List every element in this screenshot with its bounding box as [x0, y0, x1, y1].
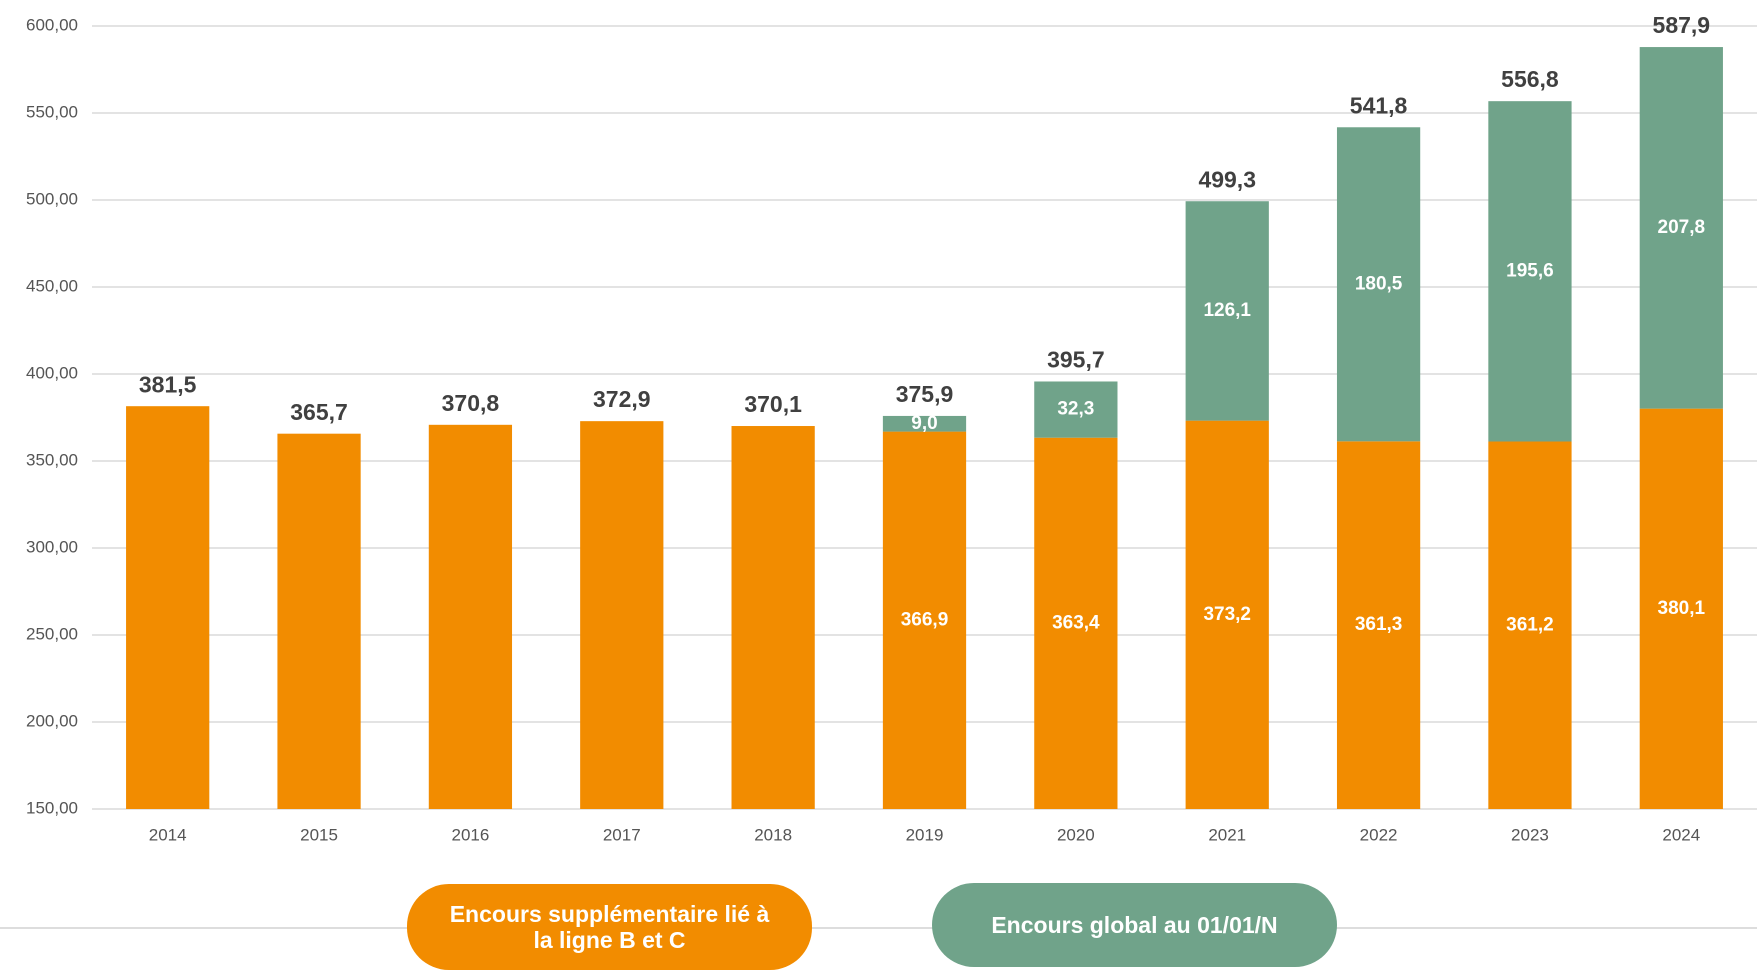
total-label: 372,9: [593, 386, 651, 412]
y-tick-label: 500,00: [26, 189, 78, 208]
bar-segment: [1488, 101, 1572, 442]
x-tick-label: 2023: [1511, 825, 1549, 844]
x-tick-label: 2020: [1057, 825, 1095, 844]
y-tick-label: 450,00: [26, 276, 78, 295]
value-label: 366,9: [901, 609, 949, 630]
bar-segment: [1336, 127, 1421, 442]
value-label: 195,6: [1506, 260, 1554, 281]
value-label: 361,3: [1355, 614, 1403, 635]
y-tick-label: 550,00: [26, 102, 78, 121]
y-tick-label: 600,00: [26, 15, 78, 34]
total-label: 587,9: [1653, 12, 1711, 38]
bar-segment: [1639, 47, 1723, 409]
total-label: 370,1: [744, 391, 802, 417]
y-tick-label: 400,00: [26, 363, 78, 382]
x-tick-label: 2024: [1662, 825, 1700, 844]
bar-segment: [1034, 381, 1118, 438]
y-tick-label: 150,00: [26, 798, 78, 817]
total-label: 556,8: [1501, 66, 1559, 92]
bar-segment: [428, 424, 513, 809]
bar-segment: [277, 433, 361, 809]
x-tick-label: 2016: [451, 825, 489, 844]
value-label: 9,0: [911, 413, 937, 434]
bar-segment: [1185, 420, 1269, 809]
y-tick-label: 200,00: [26, 711, 78, 730]
value-label: 207,8: [1658, 217, 1706, 238]
bar-segment: [1185, 201, 1269, 421]
bar-segment: [731, 426, 815, 809]
y-tick-label: 300,00: [26, 537, 78, 556]
total-label: 395,7: [1047, 347, 1105, 373]
bar-segment: [580, 421, 664, 809]
total-label: 375,9: [896, 381, 954, 407]
total-label: 381,5: [139, 371, 197, 397]
bar-segment: [1034, 437, 1118, 809]
value-label: 380,1: [1658, 598, 1706, 619]
value-label: 363,4: [1052, 612, 1100, 633]
legend-item: Encours global au 01/01/N: [932, 883, 1337, 967]
value-label: 32,3: [1057, 399, 1094, 420]
total-label: 365,7: [290, 399, 348, 425]
x-tick-label: 2022: [1360, 825, 1398, 844]
x-tick-label: 2014: [149, 825, 187, 844]
bar-segment: [882, 415, 967, 432]
bar-segment: [1488, 441, 1572, 809]
bar-segment: [882, 431, 967, 809]
y-tick-label: 250,00: [26, 624, 78, 643]
x-tick-label: 2021: [1208, 825, 1246, 844]
value-label: 126,1: [1203, 300, 1251, 321]
y-tick-label: 350,00: [26, 450, 78, 469]
bar-segment: [1639, 408, 1723, 809]
total-label: 370,8: [442, 390, 500, 416]
total-label: 541,8: [1350, 92, 1408, 118]
value-label: 373,2: [1203, 604, 1251, 625]
x-tick-label: 2017: [603, 825, 641, 844]
bar-segment: [1336, 441, 1421, 809]
x-tick-label: 2015: [300, 825, 338, 844]
bar-segment: [126, 406, 210, 809]
x-tick-label: 2018: [754, 825, 792, 844]
total-label: 499,3: [1198, 166, 1256, 192]
legend-item: Encours supplémentaire lié à la ligne B …: [407, 884, 812, 970]
x-tick-label: 2019: [906, 825, 944, 844]
value-label: 180,5: [1355, 273, 1403, 294]
value-label: 361,2: [1506, 614, 1554, 635]
